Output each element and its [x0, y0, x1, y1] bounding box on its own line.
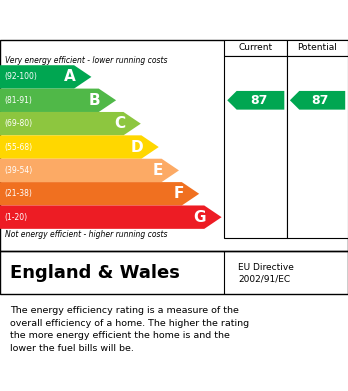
Text: D: D: [130, 140, 143, 154]
Bar: [224, 40, 287, 56]
Text: E: E: [153, 163, 163, 178]
Text: (81-91): (81-91): [4, 96, 32, 105]
Text: Potential: Potential: [298, 43, 338, 52]
Text: The energy efficiency rating is a measure of the
overall efficiency of a home. T: The energy efficiency rating is a measur…: [10, 306, 250, 353]
Text: G: G: [193, 210, 206, 225]
Polygon shape: [0, 112, 141, 135]
Text: Current: Current: [239, 43, 273, 52]
Bar: [287, 40, 348, 56]
Polygon shape: [0, 135, 159, 159]
Text: F: F: [173, 186, 183, 201]
Polygon shape: [0, 89, 116, 112]
Polygon shape: [227, 91, 284, 109]
Text: (39-54): (39-54): [4, 166, 32, 175]
Bar: [224, 56, 287, 239]
Bar: [287, 56, 348, 239]
Text: B: B: [89, 93, 101, 108]
Text: (92-100): (92-100): [4, 72, 37, 81]
Text: 2002/91/EC: 2002/91/EC: [238, 274, 291, 283]
Text: (21-38): (21-38): [4, 189, 32, 198]
Text: 87: 87: [250, 94, 267, 107]
Polygon shape: [0, 65, 92, 89]
Text: (55-68): (55-68): [4, 143, 32, 152]
Text: England & Wales: England & Wales: [10, 264, 180, 282]
Text: Very energy efficient - lower running costs: Very energy efficient - lower running co…: [5, 56, 168, 66]
Polygon shape: [0, 159, 179, 182]
Text: C: C: [114, 116, 125, 131]
Text: A: A: [64, 70, 76, 84]
Text: (69-80): (69-80): [4, 119, 32, 128]
Text: 87: 87: [312, 94, 329, 107]
Text: (1-20): (1-20): [4, 213, 27, 222]
Text: Not energy efficient - higher running costs: Not energy efficient - higher running co…: [5, 230, 168, 239]
Polygon shape: [0, 182, 199, 206]
Polygon shape: [0, 206, 222, 229]
Text: Energy Efficiency Rating: Energy Efficiency Rating: [10, 13, 220, 28]
Polygon shape: [290, 91, 345, 109]
Text: EU Directive: EU Directive: [238, 263, 294, 272]
